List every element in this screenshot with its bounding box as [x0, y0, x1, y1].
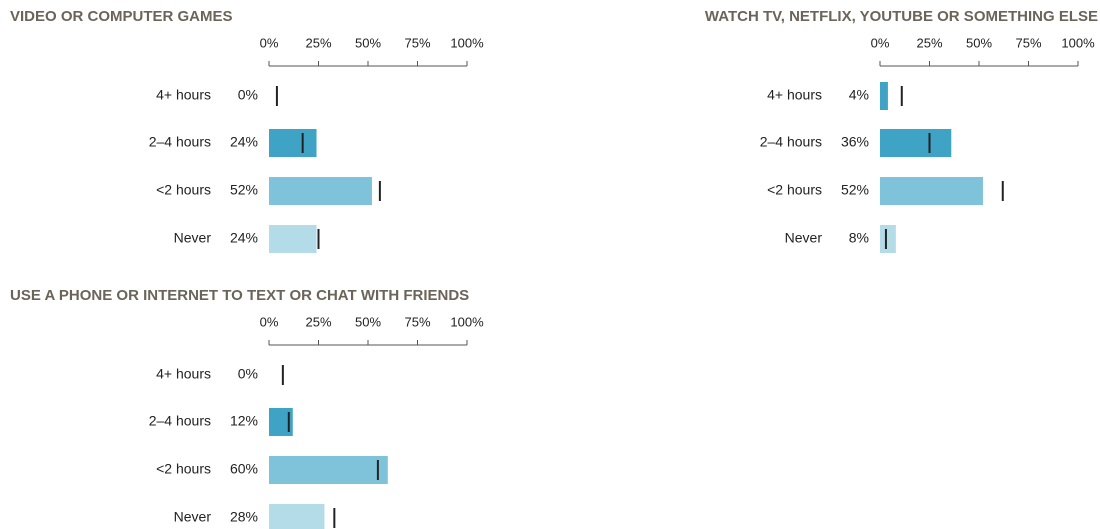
- bar: [269, 408, 293, 436]
- category-label: <2 hours: [156, 182, 211, 198]
- category-label: 2–4 hours: [149, 413, 211, 429]
- chart-title: WATCH TV, NETFLIX, YOUTUBE OR SOMETHING …: [705, 8, 1098, 25]
- bar: [269, 177, 372, 205]
- x-tick-label: 50%: [355, 35, 381, 50]
- bar: [880, 177, 983, 205]
- x-tick-label: 0%: [871, 35, 890, 50]
- bar: [880, 82, 888, 110]
- value-label: 0%: [238, 366, 258, 382]
- x-tick-label: 75%: [1015, 35, 1041, 50]
- value-label: 0%: [238, 87, 258, 103]
- value-label: 8%: [849, 230, 869, 246]
- category-label: <2 hours: [767, 182, 822, 198]
- x-tick-label: 0%: [260, 314, 279, 329]
- x-tick-label: 75%: [404, 35, 430, 50]
- bar: [269, 225, 317, 253]
- x-tick-label: 25%: [305, 314, 331, 329]
- category-label: 4+ hours: [767, 87, 822, 103]
- value-label: 52%: [230, 182, 258, 198]
- x-tick-label: 50%: [355, 314, 381, 329]
- bar: [269, 504, 325, 529]
- category-label: Never: [174, 509, 212, 525]
- bar: [269, 456, 388, 484]
- category-label: 2–4 hours: [149, 134, 211, 150]
- chart-title: VIDEO OR COMPUTER GAMES: [10, 8, 233, 25]
- value-label: 28%: [230, 509, 258, 525]
- x-tick-label: 75%: [404, 314, 430, 329]
- value-label: 24%: [230, 230, 258, 246]
- x-tick-label: 100%: [450, 35, 484, 50]
- chart-title: USE A PHONE OR INTERNET TO TEXT OR CHAT …: [10, 287, 469, 304]
- category-label: 4+ hours: [156, 366, 211, 382]
- category-label: 4+ hours: [156, 87, 211, 103]
- category-label: <2 hours: [156, 461, 211, 477]
- value-label: 12%: [230, 413, 258, 429]
- value-label: 60%: [230, 461, 258, 477]
- category-label: Never: [785, 230, 823, 246]
- bar: [880, 129, 952, 157]
- x-tick-label: 50%: [966, 35, 992, 50]
- x-tick-label: 0%: [260, 35, 279, 50]
- x-tick-label: 100%: [450, 314, 484, 329]
- bar: [269, 129, 317, 157]
- x-tick-label: 25%: [305, 35, 331, 50]
- value-label: 36%: [841, 134, 869, 150]
- value-label: 52%: [841, 182, 869, 198]
- x-tick-label: 25%: [916, 35, 942, 50]
- bar: [880, 225, 896, 253]
- category-label: Never: [174, 230, 212, 246]
- x-tick-label: 100%: [1061, 35, 1095, 50]
- category-label: 2–4 hours: [760, 134, 822, 150]
- value-label: 4%: [849, 87, 869, 103]
- value-label: 24%: [230, 134, 258, 150]
